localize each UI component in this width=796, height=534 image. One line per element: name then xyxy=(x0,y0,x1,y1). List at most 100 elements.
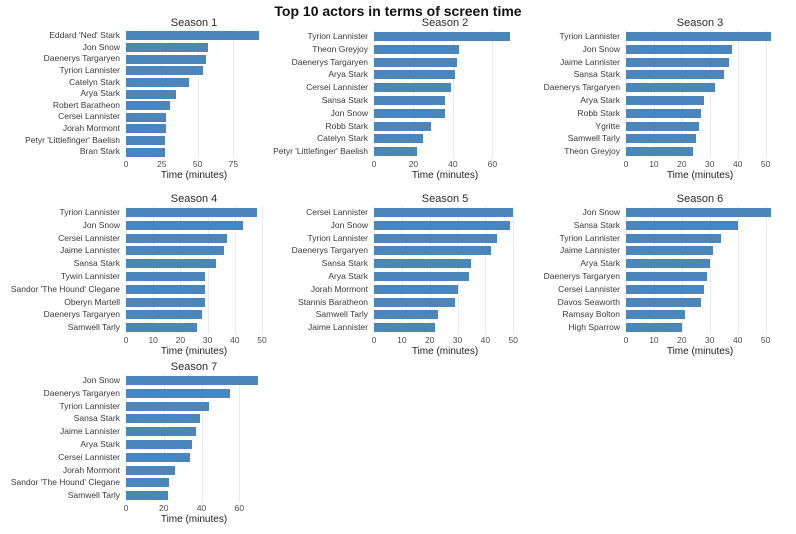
y-tick-label: Samwell Tarly xyxy=(67,322,120,333)
bar xyxy=(126,375,259,385)
bar xyxy=(126,42,208,52)
x-tick-label: 50 xyxy=(508,335,518,345)
y-tick-label: Robb Stark xyxy=(577,107,620,118)
gridline xyxy=(126,206,127,334)
bar xyxy=(374,297,455,307)
y-tick-label: Arya Stark xyxy=(580,258,620,269)
y-tick-label: Sandor 'The Hound' Clegane xyxy=(10,283,120,294)
gridline xyxy=(374,30,375,158)
plot-area xyxy=(374,206,516,334)
x-tick-label: 50 xyxy=(760,335,771,345)
bar xyxy=(126,323,197,333)
y-tick-label: Cersei Lannister xyxy=(306,207,368,217)
y-tick-label: Samwell Tarly xyxy=(67,490,120,501)
gridline xyxy=(262,206,263,334)
bar xyxy=(374,246,491,256)
x-tick-label: 40 xyxy=(480,335,491,345)
plot-body: Eddard 'Ned' Stark Jon Snow Daenerys Targa… xyxy=(8,30,262,158)
x-tick-label: 50 xyxy=(760,159,771,169)
x-tick-label: 10 xyxy=(397,335,407,345)
y-tick-label: Cersei Lannister xyxy=(58,451,120,462)
y-tick-label: Daenerys Targaryen xyxy=(543,271,620,281)
y-tick-label: Jon Snow xyxy=(582,207,620,217)
y-tick-label: Ramsay Bolton xyxy=(562,309,620,320)
bar xyxy=(374,284,458,294)
bar xyxy=(374,134,424,144)
bar xyxy=(626,297,702,307)
bar xyxy=(126,101,171,111)
plot-body: Jon Snow Sansa Stark Tyrion Lannister Jaime… xyxy=(520,206,774,334)
x-tick-label: 0 xyxy=(123,335,129,345)
x-tick-label: 40 xyxy=(732,335,743,345)
gridline xyxy=(374,206,375,334)
x-axis-ticks: 0 20 40 60 xyxy=(123,502,262,514)
bar xyxy=(626,70,724,80)
gridline xyxy=(233,30,235,158)
y-tick-label: Daenerys Targaryen xyxy=(43,309,120,320)
x-tick-label: 0 xyxy=(623,159,629,169)
bar xyxy=(626,259,710,269)
gridline xyxy=(485,206,487,334)
x-tick-label: 50 xyxy=(257,335,267,345)
gridline xyxy=(234,206,236,334)
x-axis-label: Time (minutes) xyxy=(666,170,734,181)
bar xyxy=(126,246,224,256)
y-tick-label: Sansa Stark xyxy=(73,413,120,424)
x-tick-label: 75 xyxy=(228,159,239,169)
subplot-season-6: Season 6 Jon Snow Sansa Stark Tyrion Lannis… xyxy=(520,192,774,360)
bar xyxy=(374,310,439,320)
y-tick-label: Sansa Stark xyxy=(321,95,368,105)
x-tick-label: 60 xyxy=(234,503,245,513)
y-tick-label: Eddard 'Ned' Stark xyxy=(49,30,120,40)
bar xyxy=(374,259,472,269)
gridline xyxy=(681,30,683,158)
bar xyxy=(626,207,772,217)
x-tick-label: 10 xyxy=(649,335,659,345)
gridline xyxy=(737,30,739,158)
subplot-season-5: Season 5 Cersei Lannister Jon Snow Tyrion L… xyxy=(264,192,518,360)
bar xyxy=(374,108,445,118)
y-tick-label: Jon Snow xyxy=(582,43,620,54)
y-tick-label: Jaime Lannister xyxy=(559,245,620,256)
x-tick-label: 0 xyxy=(371,159,377,169)
bar xyxy=(626,44,733,54)
y-tick-label: Davos Seaworth xyxy=(557,296,620,307)
y-tick-label: Ygritte xyxy=(595,120,620,131)
y-axis-labels: Tyrion Lannister Jon Snow Jaime Lannister S… xyxy=(520,30,626,158)
plot-area xyxy=(126,206,263,334)
y-tick-label: Jaime Lannister xyxy=(559,56,620,67)
bar xyxy=(126,465,176,475)
bar xyxy=(626,57,730,67)
y-tick-label: Cersei Lannister xyxy=(558,283,620,294)
bar xyxy=(126,452,191,462)
y-tick-label: Daenerys Targaryen xyxy=(43,53,120,64)
y-tick-label: Petyr 'Littlefinger' Baelish xyxy=(25,134,120,145)
bar xyxy=(626,310,685,320)
y-tick-label: Sansa Stark xyxy=(321,258,368,269)
gridline xyxy=(737,206,739,334)
bar xyxy=(626,284,705,294)
y-tick-label: Sandor 'The Hound' Clegane xyxy=(10,477,120,488)
bar xyxy=(374,323,436,333)
bar xyxy=(374,121,432,131)
x-tick-label: 20 xyxy=(677,159,687,169)
x-tick-label: 0 xyxy=(123,503,129,513)
gridline xyxy=(626,206,627,334)
bar xyxy=(126,220,243,230)
subplot-title-season-5: Season 5 xyxy=(421,193,469,205)
x-tick-label: 30 xyxy=(452,335,463,345)
x-tick-label: 40 xyxy=(230,335,240,345)
gridline xyxy=(207,206,209,334)
y-tick-label: Jon Snow xyxy=(330,219,368,230)
y-tick-label: Bran Stark xyxy=(79,146,120,157)
gridline xyxy=(709,206,711,334)
bar xyxy=(126,271,205,281)
x-tick-label: 40 xyxy=(448,159,458,169)
y-tick-label: Jon Snow xyxy=(82,41,120,52)
y-tick-label: Tywin Lannister xyxy=(60,271,120,281)
x-tick-label: 20 xyxy=(175,335,186,345)
y-tick-label: Samwell Tarly xyxy=(567,133,620,144)
bar xyxy=(374,233,497,243)
y-tick-label: Robb Stark xyxy=(325,120,368,131)
